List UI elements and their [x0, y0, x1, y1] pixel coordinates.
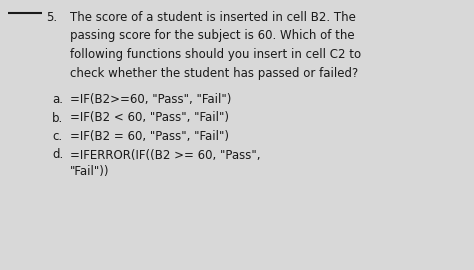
Text: =IF(B2 < 60, "Pass", "Fail"): =IF(B2 < 60, "Pass", "Fail") — [70, 112, 229, 124]
Text: b.: b. — [52, 112, 63, 124]
Text: d.: d. — [52, 148, 63, 161]
Text: a.: a. — [52, 93, 63, 106]
Text: =IF(B2>=60, "Pass", "Fail"): =IF(B2>=60, "Pass", "Fail") — [70, 93, 231, 106]
Text: =IF(B2 = 60, "Pass", "Fail"): =IF(B2 = 60, "Pass", "Fail") — [70, 130, 229, 143]
Text: The score of a student is inserted in cell B2. The: The score of a student is inserted in ce… — [70, 11, 356, 24]
Text: passing score for the subject is 60. Which of the: passing score for the subject is 60. Whi… — [70, 29, 355, 42]
Text: check whether the student has passed or failed?: check whether the student has passed or … — [70, 66, 358, 79]
Text: =IFERROR(IF((B2 >= 60, "Pass",: =IFERROR(IF((B2 >= 60, "Pass", — [70, 148, 261, 161]
Text: "Fail")): "Fail")) — [70, 165, 109, 178]
Text: 5.: 5. — [46, 11, 57, 24]
Text: following functions should you insert in cell C2 to: following functions should you insert in… — [70, 48, 361, 61]
Text: c.: c. — [52, 130, 62, 143]
